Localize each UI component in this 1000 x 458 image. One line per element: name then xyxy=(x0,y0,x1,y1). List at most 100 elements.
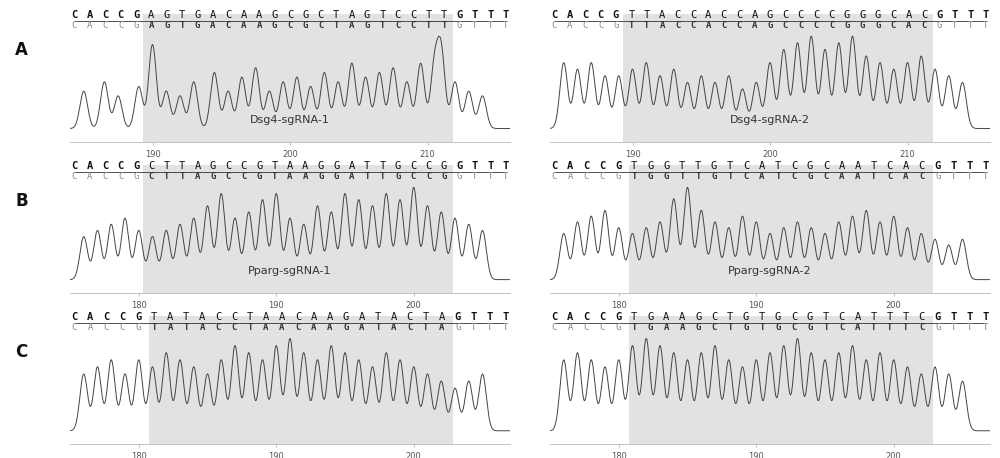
Text: C: C xyxy=(890,10,896,20)
Text: A: A xyxy=(311,323,317,332)
Text: C: C xyxy=(119,312,125,322)
Text: T: T xyxy=(471,312,477,322)
Text: A: A xyxy=(567,312,573,322)
Bar xyxy=(629,316,933,444)
Text: T: T xyxy=(441,21,447,30)
Text: T: T xyxy=(695,172,701,181)
Text: T: T xyxy=(375,323,381,332)
Text: C: C xyxy=(118,172,123,181)
Text: T: T xyxy=(184,323,189,332)
Text: G: G xyxy=(441,161,447,171)
Text: T: T xyxy=(759,323,765,332)
Text: C: C xyxy=(552,172,557,181)
Text: A: A xyxy=(349,21,354,30)
Text: G: G xyxy=(136,323,141,332)
Text: G: G xyxy=(935,172,940,181)
Text: A: A xyxy=(349,172,354,181)
Text: T: T xyxy=(982,312,989,322)
Text: C: C xyxy=(737,21,742,30)
Text: C: C xyxy=(743,161,749,171)
Text: T: T xyxy=(759,312,765,322)
Text: G: G xyxy=(711,161,717,171)
Text: C: C xyxy=(120,323,125,332)
Text: T: T xyxy=(631,312,637,322)
Text: G: G xyxy=(615,312,621,322)
Text: G: G xyxy=(133,161,139,171)
Title: Pparg-sgRNA-1: Pparg-sgRNA-1 xyxy=(248,267,332,276)
Text: C: C xyxy=(598,21,603,30)
Text: T: T xyxy=(423,323,428,332)
Title: Dsg4-sgRNA-1: Dsg4-sgRNA-1 xyxy=(250,115,330,125)
Text: A: A xyxy=(327,323,333,332)
Text: T: T xyxy=(488,21,493,30)
Text: T: T xyxy=(679,172,685,181)
Text: G: G xyxy=(807,323,813,332)
Text: C: C xyxy=(71,161,78,171)
Text: G: G xyxy=(695,323,701,332)
Text: G: G xyxy=(935,323,940,332)
Text: G: G xyxy=(935,161,941,171)
Text: G: G xyxy=(807,172,813,181)
Text: A: A xyxy=(241,21,246,30)
Text: A: A xyxy=(348,10,355,20)
Text: C: C xyxy=(231,323,237,332)
Text: A: A xyxy=(567,161,573,171)
Text: G: G xyxy=(457,172,462,181)
Text: G: G xyxy=(318,161,324,171)
Text: G: G xyxy=(775,312,781,322)
Title: Dsg4-sgRNA-2: Dsg4-sgRNA-2 xyxy=(730,115,810,125)
Text: C: C xyxy=(103,21,108,30)
Text: C: C xyxy=(117,161,124,171)
Text: G: G xyxy=(647,312,653,322)
Text: G: G xyxy=(133,172,139,181)
Text: C: C xyxy=(584,172,589,181)
Text: A: A xyxy=(287,172,293,181)
Text: G: G xyxy=(333,161,339,171)
Text: A: A xyxy=(256,10,262,20)
Text: T: T xyxy=(488,172,493,181)
Text: G: G xyxy=(133,21,139,30)
Bar xyxy=(623,14,933,142)
Text: T: T xyxy=(967,10,973,20)
Text: A: A xyxy=(759,161,765,171)
Text: T: T xyxy=(983,172,988,181)
Text: T: T xyxy=(887,312,893,322)
Text: T: T xyxy=(632,323,637,332)
Text: C: C xyxy=(919,312,925,322)
Text: A: A xyxy=(210,21,216,30)
Text: A: A xyxy=(302,161,309,171)
Text: G: G xyxy=(164,10,170,20)
Text: C: C xyxy=(887,172,892,181)
Text: A: A xyxy=(279,323,285,332)
Text: T: T xyxy=(164,172,169,181)
Text: T: T xyxy=(887,323,892,332)
Text: T: T xyxy=(644,10,650,20)
Text: A: A xyxy=(855,161,861,171)
Text: T: T xyxy=(380,21,385,30)
Text: G: G xyxy=(647,161,653,171)
Text: C: C xyxy=(743,172,749,181)
Text: A: A xyxy=(659,10,665,20)
Text: A: A xyxy=(855,172,861,181)
Text: A: A xyxy=(167,312,173,322)
Text: T: T xyxy=(247,323,253,332)
Text: C: C xyxy=(407,312,413,322)
Text: C: C xyxy=(814,21,819,30)
Text: C: C xyxy=(921,21,927,30)
Text: C: C xyxy=(887,161,893,171)
Text: C: C xyxy=(711,323,717,332)
Text: T: T xyxy=(727,172,733,181)
Text: C: C xyxy=(551,10,558,20)
Text: G: G xyxy=(272,21,277,30)
Text: T: T xyxy=(502,312,509,322)
Text: G: G xyxy=(615,161,621,171)
Text: G: G xyxy=(395,172,400,181)
Text: A: A xyxy=(210,10,216,20)
Text: C: C xyxy=(919,323,924,332)
Text: C: C xyxy=(839,312,845,322)
Text: T: T xyxy=(152,323,157,332)
Text: C: C xyxy=(225,161,232,171)
Text: G: G xyxy=(844,21,850,30)
Text: G: G xyxy=(859,10,866,20)
Bar xyxy=(143,165,453,293)
